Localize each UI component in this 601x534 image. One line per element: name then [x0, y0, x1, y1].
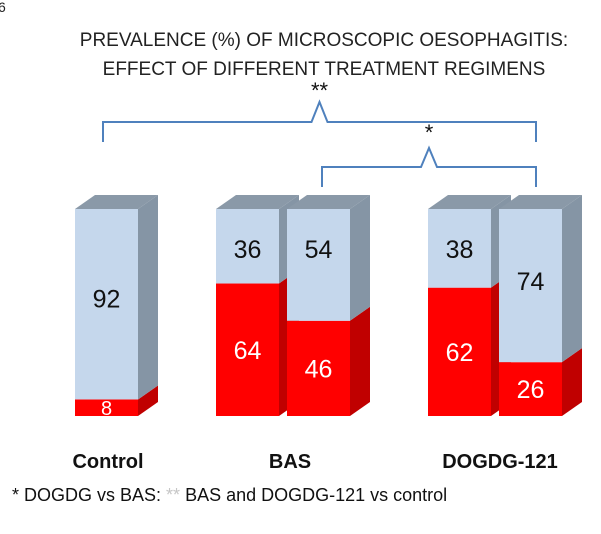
bar-red-segment	[499, 362, 562, 416]
footnote-text-1: DOGDG vs BAS:	[19, 485, 166, 505]
bar-red-value-label: 46	[305, 355, 333, 383]
bar-red-segment	[75, 399, 138, 416]
significance-bracket-1	[102, 99, 537, 142]
bar-red-segment	[428, 287, 491, 416]
footnote: * DOGDG vs BAS: ** BAS and DOGDG-121 vs …	[12, 485, 447, 505]
bar-red-value-label: 62	[446, 339, 474, 367]
bar-top-face	[287, 195, 370, 209]
bar-red-segment	[216, 283, 279, 416]
significance-mark-2: *	[425, 120, 434, 145]
bar-blue-value-label: 54	[305, 236, 333, 264]
bar-blue-value-label: 92	[93, 286, 121, 314]
bar-1-1: 46 54	[287, 195, 370, 416]
brackets-layer: ***	[102, 78, 537, 187]
bar-blue-segment	[499, 209, 562, 363]
bar-blue-segment	[287, 209, 350, 321]
significance-mark-1: **	[311, 78, 329, 103]
bar-blue-segment	[428, 209, 491, 288]
significance-bracket-2	[321, 145, 537, 187]
bar-2-1: 26 74	[499, 195, 582, 416]
bar-top-face	[216, 195, 299, 209]
bar-blue-side	[350, 195, 370, 321]
bars-layer: 8 92 64 36 46 54 62 38 26 74	[75, 195, 582, 420]
group-label: Control	[72, 451, 143, 473]
group-label: DOGDG-121	[442, 451, 558, 473]
bar-2-0: 62 38	[428, 195, 511, 416]
bar-top-face	[75, 195, 158, 209]
bar-blue-value-label: 74	[517, 268, 545, 296]
chart-title-line-1: PREVALENCE (%) OF MICROSCOPIC OESOPHAGIT…	[80, 30, 568, 51]
group-labels-layer: Control BAS DOGDG-121	[72, 451, 557, 473]
bar-top-face	[499, 195, 582, 209]
bar-blue-value-label: 36	[234, 236, 262, 264]
bar-blue-segment	[216, 209, 279, 284]
corner-mark: 6	[0, 0, 6, 15]
footnote-star-1: *	[12, 485, 19, 505]
bar-blue-segment	[75, 209, 138, 400]
bar-red-value-label: 8	[101, 398, 112, 420]
bar-red-side	[138, 385, 158, 416]
bar-blue-side	[138, 195, 158, 400]
bar-red-side	[350, 306, 370, 416]
bar-1-0: 64 36	[216, 195, 299, 416]
bar-red-value-label: 26	[517, 376, 545, 404]
bar-red-side	[562, 348, 582, 416]
bar-blue-value-label: 38	[446, 236, 474, 264]
bar-0-0: 8 92	[75, 195, 158, 420]
footnote-star-2: **	[166, 485, 180, 505]
bar-red-segment	[287, 320, 350, 416]
bar-blue-side	[562, 195, 582, 363]
footnote-text-2: BAS and DOGDG-121 vs control	[180, 485, 447, 505]
bar-top-face	[428, 195, 511, 209]
chart-title-line-2: EFFECT OF DIFFERENT TREATMENT REGIMENS	[103, 59, 546, 80]
group-label: BAS	[269, 451, 311, 473]
bar-red-value-label: 64	[234, 337, 262, 365]
